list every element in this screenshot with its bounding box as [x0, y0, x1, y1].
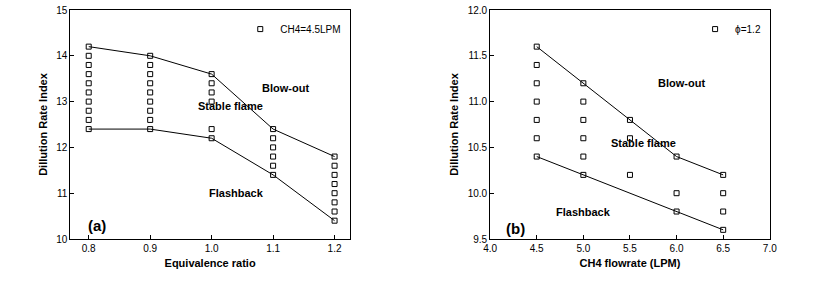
svg-text:Blow-out: Blow-out — [658, 77, 705, 89]
svg-text:6.0: 6.0 — [670, 243, 684, 254]
svg-text:11: 11 — [57, 188, 68, 199]
svg-text:5.0: 5.0 — [576, 243, 590, 254]
svg-text:12: 12 — [56, 142, 68, 153]
svg-text:0.9: 0.9 — [143, 243, 157, 254]
svg-text:Stable flame: Stable flame — [198, 100, 263, 112]
svg-text:4.5: 4.5 — [530, 243, 544, 254]
svg-text:Blow-out: Blow-out — [262, 82, 309, 94]
svg-text:15: 15 — [56, 5, 68, 16]
svg-text:CH4=4.5LPM: CH4=4.5LPM — [280, 24, 340, 35]
svg-text:11.5: 11.5 — [468, 50, 487, 61]
svg-text:10: 10 — [56, 234, 68, 245]
svg-text:5.5: 5.5 — [623, 243, 637, 254]
svg-text:ϕ=1.2: ϕ=1.2 — [735, 24, 761, 35]
svg-text:10.5: 10.5 — [468, 142, 488, 153]
svg-text:1.0: 1.0 — [205, 243, 219, 254]
svg-text:6.5: 6.5 — [716, 243, 730, 254]
svg-text:10.0: 10.0 — [468, 188, 488, 199]
svg-text:9.5: 9.5 — [473, 234, 487, 245]
svg-text:0.8: 0.8 — [82, 243, 96, 254]
svg-text:Dillution Rate Index: Dillution Rate Index — [448, 72, 460, 176]
svg-text:1.1: 1.1 — [266, 243, 280, 254]
svg-text:13: 13 — [56, 96, 68, 107]
svg-text:Flashback: Flashback — [209, 187, 264, 199]
svg-text:Stable flame: Stable flame — [611, 137, 676, 149]
svg-text:12.0: 12.0 — [468, 5, 488, 16]
svg-text:1.2: 1.2 — [328, 243, 342, 254]
svg-text:Dillution Rate Index: Dillution Rate Index — [37, 72, 49, 176]
svg-text:Equivalence ratio: Equivalence ratio — [165, 257, 256, 269]
svg-text:CH4 flowrate (LPM): CH4 flowrate (LPM) — [580, 257, 681, 269]
svg-text:(b): (b) — [506, 220, 525, 237]
svg-text:11.0: 11.0 — [468, 96, 487, 107]
svg-text:(a): (a) — [88, 217, 106, 234]
svg-text:4.0: 4.0 — [483, 243, 497, 254]
svg-text:7.0: 7.0 — [763, 243, 777, 254]
svg-text:Flashback: Flashback — [556, 206, 611, 218]
svg-text:14: 14 — [56, 50, 68, 61]
